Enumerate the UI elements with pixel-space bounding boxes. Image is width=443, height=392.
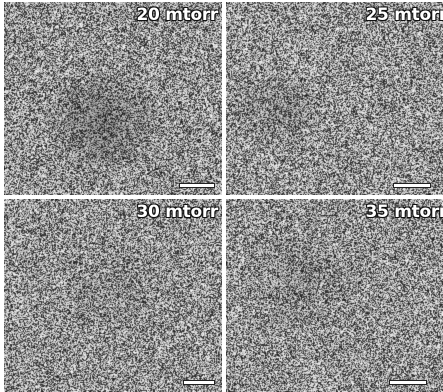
scale-bar (184, 381, 214, 384)
micrograph-image-20-mtorr (4, 2, 222, 195)
scale-bar (390, 381, 426, 384)
pressure-label: 30 mtorr (137, 202, 218, 222)
micrograph-panel-30-mtorr: 30 mtorr (4, 199, 222, 392)
scale-bar (180, 184, 214, 187)
pressure-label: 35 mtorr (366, 202, 443, 222)
micrograph-panel-25-mtorr: 25 mtorr (226, 2, 443, 195)
micrograph-image-30-mtorr (4, 199, 222, 392)
pressure-label: 20 mtorr (137, 5, 218, 25)
micrograph-image-25-mtorr (226, 2, 443, 195)
micrograph-panel-20-mtorr: 20 mtorr (4, 2, 222, 195)
scale-bar (394, 184, 430, 187)
pressure-label: 25 mtorr (366, 5, 443, 25)
micrograph-panel-35-mtorr: 35 mtorr (226, 199, 443, 392)
micrograph-image-35-mtorr (226, 199, 443, 392)
